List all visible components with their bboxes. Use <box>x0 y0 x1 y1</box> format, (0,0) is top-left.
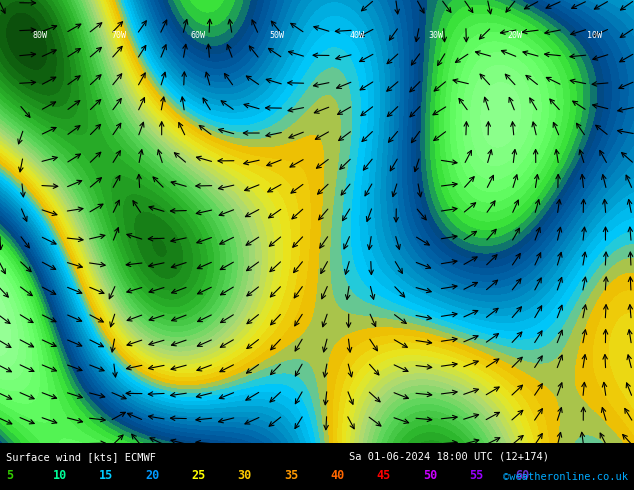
Text: 35: 35 <box>284 468 298 482</box>
Text: 50W: 50W <box>270 31 285 40</box>
Text: 20: 20 <box>145 468 159 482</box>
Text: 80W: 80W <box>32 31 47 40</box>
Text: 15: 15 <box>99 468 113 482</box>
Text: 60: 60 <box>515 468 529 482</box>
Text: 40: 40 <box>330 468 344 482</box>
Text: 30W: 30W <box>429 31 443 40</box>
Text: 50: 50 <box>423 468 437 482</box>
Text: ©weatheronline.co.uk: ©weatheronline.co.uk <box>503 471 628 482</box>
Text: Surface wind [kts] ECMWF: Surface wind [kts] ECMWF <box>6 452 157 462</box>
Text: 30: 30 <box>238 468 252 482</box>
Text: 25: 25 <box>191 468 205 482</box>
Text: 70W: 70W <box>112 31 126 40</box>
Text: 60W: 60W <box>191 31 205 40</box>
Text: 40W: 40W <box>349 31 364 40</box>
Text: 55: 55 <box>469 468 483 482</box>
Text: Sa 01-06-2024 18:00 UTC (12+174): Sa 01-06-2024 18:00 UTC (12+174) <box>349 452 548 462</box>
Text: 10W: 10W <box>587 31 602 40</box>
Text: 5: 5 <box>6 468 13 482</box>
Text: 45: 45 <box>377 468 391 482</box>
Text: 20W: 20W <box>508 31 522 40</box>
Text: 10: 10 <box>53 468 67 482</box>
